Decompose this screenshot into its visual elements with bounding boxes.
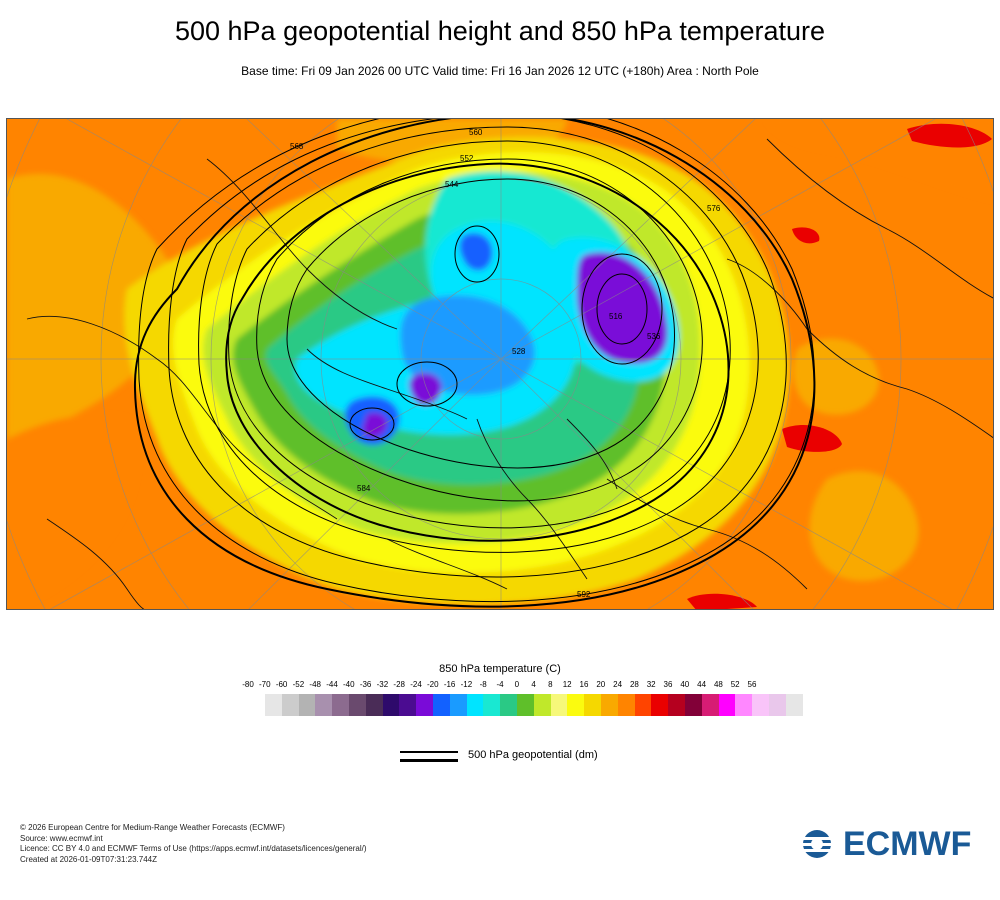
colorbar-swatch xyxy=(281,694,299,716)
ecmwf-logo: ECMWF xyxy=(795,824,972,863)
colorbar-swatch xyxy=(684,694,702,716)
colorbar-swatch xyxy=(432,694,450,716)
temperature-colorbar xyxy=(265,694,803,716)
colorbar-tick-label: -48 xyxy=(309,680,321,689)
colorbar-swatch xyxy=(735,694,753,716)
colorbar-tick-label: -24 xyxy=(410,680,422,689)
colorbar-tick-label: 12 xyxy=(562,680,572,689)
colorbar-tick-label: 40 xyxy=(680,680,690,689)
contour-label: 528 xyxy=(512,347,526,356)
colorbar-swatch xyxy=(617,694,635,716)
colorbar-tick-label: -70 xyxy=(259,680,271,689)
ecmwf-logo-icon xyxy=(795,830,839,858)
colorbar-swatch xyxy=(584,694,601,716)
created-line: Created at 2026-01-09T07:31:23.744Z xyxy=(20,854,157,864)
colorbar-swatch xyxy=(668,694,685,716)
temperature-ticks: -80 -70 -60 -52 -48 -44 -40 -36 -32 -28 -24 -20 -16-… xyxy=(240,680,760,692)
colorbar-tick-label: -36 xyxy=(359,680,372,689)
contour-label: 544 xyxy=(445,180,459,189)
colorbar-swatch xyxy=(785,694,803,716)
temperature-legend-title: 850 hPa temperature (C) xyxy=(439,663,561,675)
colorbar-tick-label: -80 xyxy=(242,680,254,689)
colorbar-tick-label: 28 xyxy=(629,680,639,689)
colorbar-tick-label: -8 xyxy=(479,680,487,689)
contour-label: 560 xyxy=(469,128,483,137)
colorbar-swatch xyxy=(752,694,769,716)
colorbar-tick-label: -52 xyxy=(292,680,305,689)
colorbar-tick-label: 52 xyxy=(730,680,740,689)
colorbar-swatch xyxy=(332,694,349,716)
chart-title: 500 hPa geopotential height and 850 hPa … xyxy=(174,16,825,46)
colorbar-tick-label: 44 xyxy=(697,680,707,689)
colorbar-tick-label: 56 xyxy=(747,680,757,689)
colorbar-tick-label: -16 xyxy=(443,680,456,689)
colorbar-swatch xyxy=(483,694,501,716)
low-centres xyxy=(349,225,663,441)
colorbar-swatch xyxy=(416,694,433,716)
footer: © 2026 European Centre for Medium-Range … xyxy=(20,823,367,865)
hot-spots xyxy=(687,123,992,609)
colorbar-tick-label: -12 xyxy=(460,680,473,689)
colorbar-swatch xyxy=(449,694,467,716)
colorbar-swatch xyxy=(466,694,484,716)
contour-label: 584 xyxy=(357,484,371,493)
colorbar-swatch xyxy=(516,694,534,716)
contour-label: 592 xyxy=(577,590,591,599)
colorbar-swatch xyxy=(500,694,517,716)
chart-subtitle: Base time: Fri 09 Jan 2026 00 UTC Valid … xyxy=(241,64,759,78)
geopotential-contours xyxy=(138,119,815,603)
colorbar-tick-label: -40 xyxy=(343,680,355,689)
contour-label: 568 xyxy=(290,142,304,151)
colorbar-swatch xyxy=(550,694,568,716)
geopotential-line-sample-thin xyxy=(400,751,458,753)
ecmwf-logo-text: ECMWF xyxy=(843,824,972,863)
colorbar-tick-label: 16 xyxy=(579,680,589,689)
source-line: Source: www.ecmwf.int xyxy=(20,833,103,843)
licence-line: Licence: CC BY 4.0 and ECMWF Terms of Us… xyxy=(20,844,367,853)
contour-label: 516 xyxy=(609,312,623,321)
contour-labels: 560 552 544 568 576 584 592 516 528 536 xyxy=(290,128,721,599)
colorbar-swatch xyxy=(634,694,652,716)
colorbar-swatch xyxy=(600,694,618,716)
colorbar-tick-label: -20 xyxy=(427,680,439,689)
contour-label: 536 xyxy=(647,332,661,341)
contour-label: 552 xyxy=(460,154,474,163)
colorbar-tick-label: 36 xyxy=(663,680,673,689)
geopotential-contours-thick xyxy=(133,119,816,608)
colorbar-tick-label: 48 xyxy=(713,680,723,689)
colorbar-swatch xyxy=(382,694,400,716)
colorbar-tick-label: 20 xyxy=(596,680,606,689)
colorbar-swatch xyxy=(701,694,719,716)
colorbar-swatch xyxy=(651,694,669,716)
colorbar-swatch xyxy=(399,694,417,716)
colorbar-tick-label: -44 xyxy=(326,680,338,689)
colorbar-tick-label: 8 xyxy=(548,680,553,689)
copyright-line: © 2026 European Centre for Medium-Range … xyxy=(20,823,285,832)
colorbar-swatch xyxy=(315,694,333,716)
north-pole-map: 560 552 544 568 576 584 592 516 528 536 xyxy=(6,118,994,610)
colorbar-tick-label: -60 xyxy=(275,680,288,689)
colorbar-tick-label: -28 xyxy=(393,680,405,689)
geopotential-legend-label: 500 hPa geopotential (dm) xyxy=(468,749,598,761)
colorbar-swatch xyxy=(365,694,383,716)
colorbar-swatch xyxy=(533,694,551,716)
colorbar-swatch xyxy=(567,694,585,716)
colorbar-swatch xyxy=(265,694,282,716)
colorbar-tick-label: 4 xyxy=(531,680,536,689)
geopotential-line-sample-thick xyxy=(400,759,458,762)
colorbar-tick-label: 32 xyxy=(646,680,656,689)
colorbar-tick-label: 0 xyxy=(514,680,520,689)
colorbar-swatch xyxy=(768,694,786,716)
contour-label: 576 xyxy=(707,204,721,213)
colorbar-tick-label: -32 xyxy=(376,680,389,689)
colorbar-tick-label: -4 xyxy=(496,680,504,689)
colorbar-tick-label: 24 xyxy=(613,680,623,689)
colorbar-swatch xyxy=(298,694,316,716)
colorbar-swatch xyxy=(718,694,736,716)
colorbar-swatch xyxy=(348,694,366,716)
